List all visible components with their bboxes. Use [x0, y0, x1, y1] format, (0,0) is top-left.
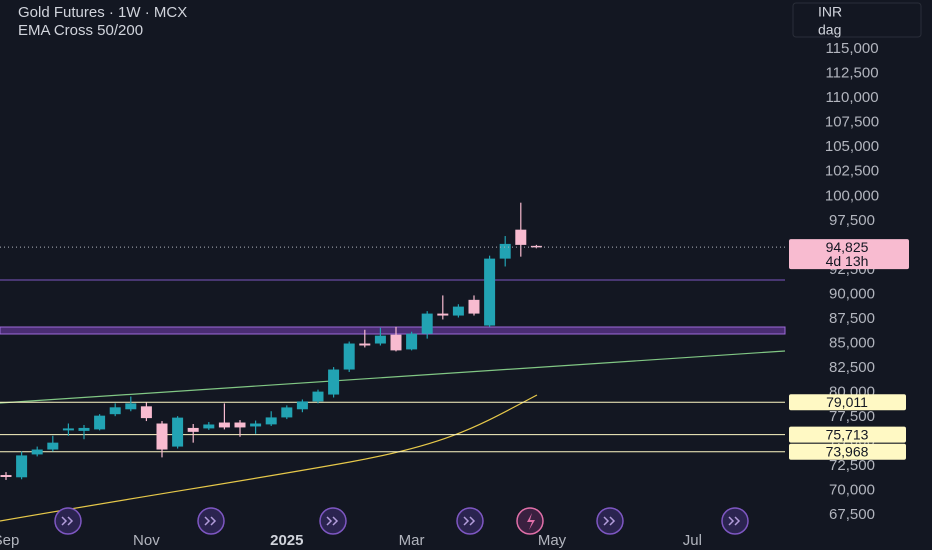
candle-body: [250, 423, 262, 427]
event-icon[interactable]: [319, 507, 347, 535]
candle-body: [281, 407, 293, 418]
y-tick-label: 82,500: [829, 359, 875, 376]
y-tick-label: 102,500: [825, 163, 879, 180]
y-tick-label: 85,000: [829, 334, 875, 351]
candle-body: [468, 299, 480, 314]
candle-body: [203, 424, 215, 429]
event-icon-glyph: [527, 513, 535, 530]
candle-body: [452, 306, 464, 316]
ema-50-line: [0, 394, 538, 522]
x-tick-label: 2025: [270, 532, 303, 549]
candle-body: [515, 229, 527, 245]
y-tick-label: 77,500: [829, 408, 875, 425]
y-tick-label: 100,000: [825, 187, 879, 204]
y-tick-label: 107,500: [825, 114, 879, 131]
event-icon[interactable]: [54, 507, 82, 535]
y-tick-label: 72,500: [829, 457, 875, 474]
candle-body: [125, 403, 137, 410]
candle-body: [31, 449, 43, 455]
candle-body: [374, 335, 386, 344]
y-tick-label: 87,500: [829, 310, 875, 327]
event-icon-glyph: [326, 516, 339, 526]
y-tick-label: 115,000: [825, 40, 878, 57]
x-tick-label: Sep: [0, 532, 19, 549]
candle-body: [437, 313, 449, 316]
candle-body: [343, 343, 355, 370]
candle-body: [94, 415, 106, 430]
y-tick-label: 105,000: [825, 138, 879, 155]
countdown: 4d 13h: [826, 253, 869, 269]
level-label-box: [789, 394, 906, 411]
candle-body: [172, 417, 184, 447]
candle-body: [312, 391, 324, 402]
level-label-box: [789, 443, 906, 460]
candle-body: [187, 427, 199, 432]
event-icon-glyph: [463, 516, 476, 526]
event-icon-glyph: [603, 516, 616, 526]
event-icon[interactable]: [721, 507, 749, 535]
y-tick-label: 110,000: [825, 89, 878, 106]
x-tick-label: May: [538, 532, 567, 549]
x-tick-label: Mar: [399, 532, 425, 549]
level-label: 79,011: [826, 394, 868, 410]
candle-body: [109, 407, 121, 415]
candle-body: [484, 258, 496, 326]
candle-body: [421, 313, 433, 334]
event-icon-glyph: [61, 516, 74, 526]
y-tick-label: 67,500: [829, 506, 875, 523]
candle-body: [359, 343, 371, 346]
purple-zone: [0, 326, 786, 335]
candle-body: [265, 417, 277, 425]
currency-note[interactable]: dag: [818, 22, 841, 38]
candle-body: [390, 334, 402, 351]
candle-body: [47, 442, 59, 450]
chart-title: Gold Futures · 1W · MCX: [18, 4, 187, 21]
y-tick-label: 112,500: [825, 65, 878, 82]
candle-body: [406, 333, 418, 350]
y-tick-label: 90,000: [829, 285, 875, 302]
candle-body: [499, 243, 511, 259]
last-price-label: 94,825: [826, 239, 869, 255]
candle-body: [140, 406, 152, 419]
event-icon[interactable]: [197, 507, 225, 535]
candle-body: [234, 422, 246, 428]
candle-body: [156, 423, 168, 450]
candle-body: [16, 455, 28, 478]
candle-body: [296, 401, 308, 410]
level-label-box: [789, 426, 906, 443]
level-label: 73,968: [826, 443, 869, 459]
candle-body: [0, 475, 12, 477]
currency-box[interactable]: [792, 2, 922, 38]
y-tick-label: 97,500: [829, 212, 875, 229]
level-label: 75,713: [826, 426, 869, 442]
candle-body: [328, 369, 340, 395]
chart-subtitle: EMA Cross 50/200: [18, 22, 143, 39]
candle-body: [78, 427, 90, 431]
ema-200-line: [0, 350, 786, 404]
event-icon[interactable]: [456, 507, 484, 535]
candle-body: [218, 422, 230, 428]
candle-body: [62, 428, 74, 431]
currency[interactable]: INR: [818, 4, 842, 20]
event-icon[interactable]: [596, 507, 624, 535]
x-tick-label: Nov: [133, 532, 160, 549]
event-icon-glyph: [204, 516, 217, 526]
last-price-box: [789, 239, 909, 270]
x-tick-label: Jul: [683, 532, 702, 549]
y-tick-label: 70,000: [829, 482, 875, 499]
event-icon-glyph: [728, 516, 741, 526]
